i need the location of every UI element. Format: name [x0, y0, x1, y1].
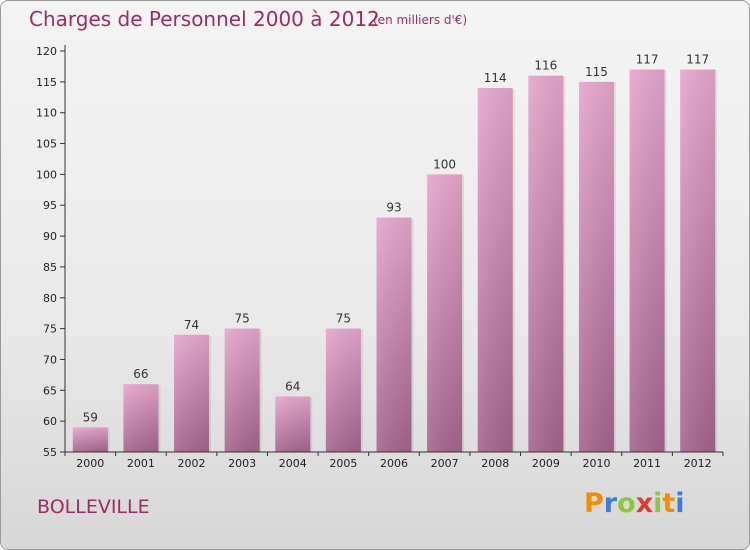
data-label: 64: [285, 379, 300, 393]
data-label: 59: [83, 410, 98, 424]
data-label: 117: [686, 53, 709, 67]
bar-highlight: [224, 328, 260, 452]
data-label: 75: [336, 312, 351, 326]
chart-title: Charges de Personnel 2000 à 2012: [29, 7, 380, 31]
bar-highlight: [275, 396, 311, 452]
x-tick-label: 2012: [684, 457, 712, 470]
x-tick-label: 2009: [532, 457, 560, 470]
axis-layer: 2000 2001 2002 2003 2004 2005 2006 2007 2008 2009…: [36, 45, 724, 470]
x-tick-label: 2000: [76, 457, 104, 470]
bar-highlight: [72, 427, 108, 452]
data-label: 75: [235, 312, 250, 326]
x-tick-label: 2006: [380, 457, 408, 470]
x-tick-label: 2003: [228, 457, 256, 470]
bar-highlight: [477, 88, 513, 452]
x-tick-label: 2001: [127, 457, 155, 470]
bars-layer: 59 66 74 75 64 75 93 100 114 116 115 117 117: [72, 53, 718, 452]
x-tick-label: 2007: [431, 457, 459, 470]
bar-highlight: [376, 217, 412, 452]
data-label: 114: [484, 71, 507, 85]
y-tick-label: 90: [43, 230, 57, 243]
x-tick-label: 2010: [582, 457, 610, 470]
data-label: 100: [433, 157, 456, 171]
data-label: 74: [184, 318, 199, 332]
y-tick-label: 70: [43, 353, 57, 366]
bar-highlight: [174, 334, 210, 452]
bar-highlight: [325, 328, 361, 452]
data-label: 66: [133, 367, 148, 381]
y-tick-label: 100: [36, 168, 57, 181]
x-tick-label: 2002: [178, 457, 206, 470]
y-tick-label: 95: [43, 199, 57, 212]
bar-highlight: [680, 69, 716, 452]
bar-highlight: [123, 384, 159, 452]
y-tick-label: 80: [43, 292, 57, 305]
commune-name: BOLLEVILLE: [37, 496, 150, 518]
x-tick-label: 2004: [279, 457, 307, 470]
data-label: 116: [534, 59, 557, 73]
bar-highlight: [427, 174, 463, 452]
x-tick-label: 2011: [633, 457, 661, 470]
x-tick-label: 2008: [481, 457, 509, 470]
y-tick-label: 75: [43, 323, 57, 336]
data-label: 115: [585, 65, 608, 79]
bar-highlight: [578, 81, 614, 452]
y-tick-label: 55: [43, 446, 57, 459]
chart-unit-note: (en milliers d'€): [373, 13, 468, 27]
data-label: 93: [386, 201, 401, 215]
y-tick-label: 120: [36, 45, 57, 58]
y-tick-label: 85: [43, 261, 57, 274]
y-tick-label: 110: [36, 107, 57, 120]
y-tick-label: 60: [43, 415, 57, 428]
bar-highlight: [528, 75, 564, 452]
y-tick-label: 115: [36, 76, 57, 89]
y-tick-label: 105: [36, 138, 57, 151]
proxiti-logo: Proxiti: [584, 488, 685, 519]
x-tick-label: 2005: [329, 457, 357, 470]
y-tick-label: 65: [43, 384, 57, 397]
bar-highlight: [629, 69, 665, 452]
data-label: 117: [636, 53, 659, 67]
